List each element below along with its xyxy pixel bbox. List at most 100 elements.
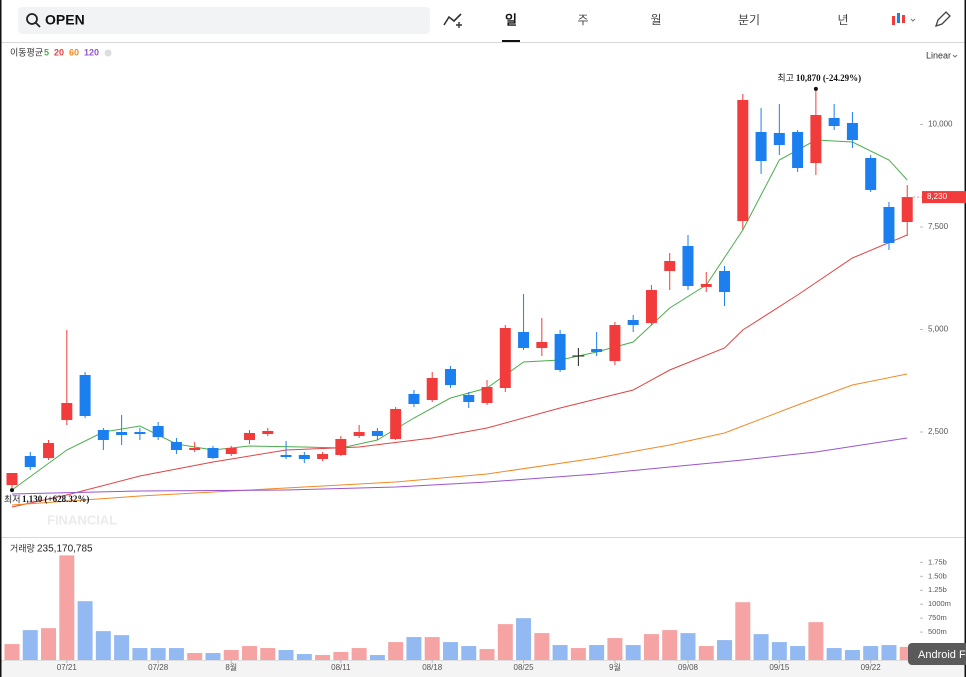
y-tick-label: 1.75b <box>928 557 947 566</box>
candle-body <box>682 245 694 286</box>
x-tick-label: 9월 <box>609 662 621 672</box>
x-tick-label: 09/22 <box>861 663 882 672</box>
volume-bar <box>388 642 404 660</box>
scale-label[interactable]: Linear <box>926 50 951 60</box>
y-tick-label: 500m <box>928 627 947 636</box>
x-tick-label: 08/25 <box>514 663 535 672</box>
volume-bar <box>260 648 276 660</box>
indicator-icon[interactable] <box>443 13 462 26</box>
x-tick-label: 07/21 <box>57 663 78 672</box>
volume-bar <box>808 622 824 660</box>
y-tick-label: 5,000 <box>928 325 949 334</box>
candle-body <box>61 403 73 420</box>
volume-bar <box>315 655 331 660</box>
tab[interactable]: 일 <box>505 12 517 27</box>
candle-body <box>262 430 274 435</box>
volume-bar <box>497 624 513 660</box>
candle-body <box>810 114 822 163</box>
candle-body <box>408 393 420 404</box>
volume-bar <box>662 630 678 660</box>
legend-entry: 60 <box>69 47 79 57</box>
tab[interactable]: 월 <box>650 13 661 27</box>
annotation-label: 최고 <box>777 73 794 83</box>
volume-bar <box>534 633 550 660</box>
watermark: FINANCIAL <box>47 512 117 527</box>
volume-bar <box>406 637 422 660</box>
candle-body <box>24 455 36 468</box>
candle-body <box>609 324 621 361</box>
candle-body <box>846 122 858 140</box>
candle-body <box>463 395 475 402</box>
volume-value: 235,170,785 <box>37 544 93 555</box>
candle-body <box>536 342 548 348</box>
volume-bar <box>881 645 897 660</box>
volume-bar <box>570 648 586 660</box>
volume-bar <box>168 648 184 660</box>
x-tick-label: 08/11 <box>331 663 351 672</box>
volume-bar <box>442 642 458 660</box>
tab[interactable]: 주 <box>577 13 588 27</box>
candle-body <box>353 432 365 436</box>
y-tick-label: 1.50b <box>928 571 947 580</box>
search-icon <box>26 13 38 25</box>
x-tick-label: 09/15 <box>769 663 790 672</box>
legend-close-icon[interactable] <box>104 49 112 57</box>
volume-bar <box>680 633 696 660</box>
candle-body <box>737 99 749 222</box>
chart-type-icon[interactable] <box>892 13 916 25</box>
candle-body <box>773 132 785 145</box>
high-marker <box>813 86 818 91</box>
annotation-text: 10,870 (-24.29%) <box>796 73 861 83</box>
candle-body <box>792 132 804 169</box>
volume-bar <box>205 653 221 660</box>
volume-bar <box>369 655 385 660</box>
candle-body <box>755 132 767 161</box>
candle-body <box>298 455 310 459</box>
volume-bar <box>863 646 879 660</box>
candle-body <box>444 368 456 386</box>
volume-bar <box>333 652 349 660</box>
candle-body <box>244 432 256 440</box>
y-tick-label: 750m <box>928 613 947 622</box>
last-price-tag <box>922 191 966 204</box>
y-tick-label: 7,500 <box>928 222 949 231</box>
icon-part <box>902 15 905 23</box>
volume-bar <box>479 649 495 660</box>
search-icon <box>35 22 41 28</box>
volume-bar <box>753 634 769 660</box>
volume-bar <box>643 634 659 660</box>
volume-bar <box>717 640 733 660</box>
tab[interactable]: 분기 <box>738 13 760 27</box>
candle-body <box>134 432 146 435</box>
search-text[interactable]: OPEN <box>45 12 85 28</box>
candle-body <box>700 283 712 287</box>
volume-bar <box>698 646 714 660</box>
candle-body <box>901 197 913 222</box>
legend-entry: 120 <box>84 47 99 57</box>
volume-bar <box>826 648 842 660</box>
candle-body <box>116 432 128 435</box>
volume-bar <box>844 650 860 660</box>
candle-body <box>97 429 109 440</box>
volume-bar <box>516 618 532 660</box>
candle-body <box>6 473 18 486</box>
candle-body <box>664 260 676 271</box>
tab[interactable]: 년 <box>837 13 848 27</box>
candle-body <box>225 447 237 455</box>
annotation-text: 1,130 (+628.32%) <box>22 494 89 504</box>
y-tick-label: 10,000 <box>928 120 953 129</box>
volume-bar <box>150 648 166 660</box>
edit-icon[interactable] <box>934 11 951 28</box>
legend-entry: 20 <box>54 47 64 57</box>
volume-bar <box>4 644 20 660</box>
volume-bar <box>552 645 568 660</box>
volume-bar <box>461 646 477 660</box>
y-tick-label: 1.25b <box>928 585 947 594</box>
search-box[interactable] <box>18 7 430 34</box>
icon-part <box>910 18 916 22</box>
x-tick-label: 8월 <box>225 662 237 672</box>
volume-bar <box>187 653 203 660</box>
candle-body <box>317 454 329 459</box>
volume-bar <box>607 638 623 660</box>
